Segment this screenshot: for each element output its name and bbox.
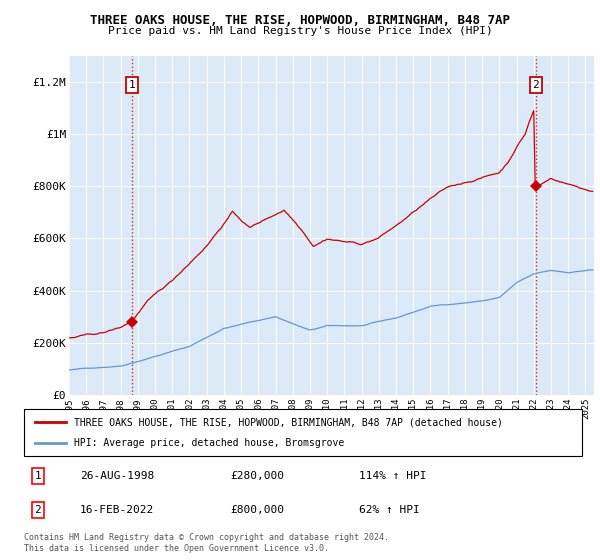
FancyBboxPatch shape (24, 409, 582, 456)
Text: £280,000: £280,000 (230, 471, 284, 481)
Text: £800,000: £800,000 (230, 505, 284, 515)
Text: 26-AUG-1998: 26-AUG-1998 (80, 471, 154, 481)
Text: THREE OAKS HOUSE, THE RISE, HOPWOOD, BIRMINGHAM, B48 7AP (detached house): THREE OAKS HOUSE, THE RISE, HOPWOOD, BIR… (74, 417, 503, 427)
Text: Price paid vs. HM Land Registry's House Price Index (HPI): Price paid vs. HM Land Registry's House … (107, 26, 493, 36)
Text: THREE OAKS HOUSE, THE RISE, HOPWOOD, BIRMINGHAM, B48 7AP: THREE OAKS HOUSE, THE RISE, HOPWOOD, BIR… (90, 14, 510, 27)
Text: HPI: Average price, detached house, Bromsgrove: HPI: Average price, detached house, Brom… (74, 438, 344, 448)
Text: Contains HM Land Registry data © Crown copyright and database right 2024.
This d: Contains HM Land Registry data © Crown c… (24, 533, 389, 553)
Text: 2: 2 (532, 80, 539, 90)
Text: 114% ↑ HPI: 114% ↑ HPI (359, 471, 426, 481)
Text: 1: 1 (35, 471, 41, 481)
Text: 1: 1 (128, 80, 135, 90)
Text: 2: 2 (35, 505, 41, 515)
Text: 62% ↑ HPI: 62% ↑ HPI (359, 505, 419, 515)
Text: 16-FEB-2022: 16-FEB-2022 (80, 505, 154, 515)
